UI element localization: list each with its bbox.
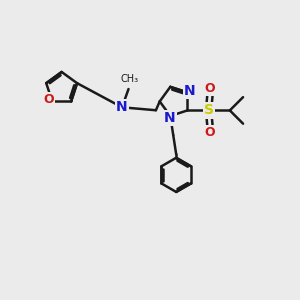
Text: O: O	[205, 82, 215, 94]
Text: N: N	[184, 84, 196, 98]
Text: S: S	[204, 103, 214, 117]
Text: O: O	[43, 93, 54, 106]
Text: N: N	[116, 100, 128, 114]
Text: CH₃: CH₃	[121, 74, 139, 84]
Text: N: N	[164, 111, 176, 125]
Text: O: O	[205, 126, 215, 139]
